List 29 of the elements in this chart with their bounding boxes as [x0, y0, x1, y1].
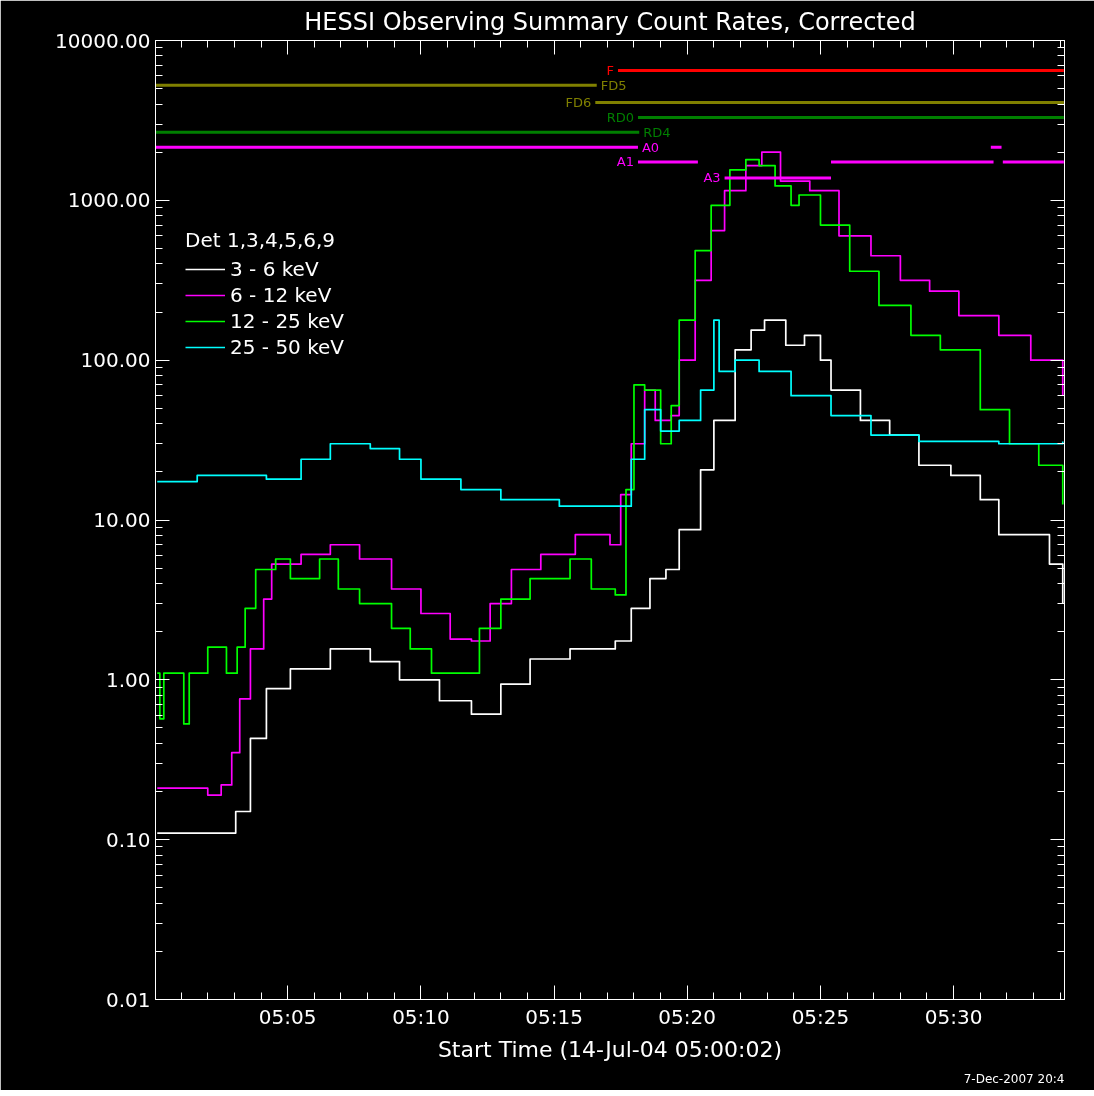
chart-title: HESSI Observing Summary Count Rates, Corrected [304, 7, 916, 36]
legend-label: 12 - 25 keV [230, 309, 345, 333]
series-label: A0 [641, 139, 660, 155]
legend-label: 3 - 6 keV [230, 257, 319, 281]
x-tick-label: 05:15 [525, 1004, 583, 1029]
y-tick-label: 100.00 [80, 348, 151, 373]
series-label: F [606, 62, 614, 78]
series-label: RD0 [606, 109, 634, 125]
x-tick-label: 05:20 [658, 1004, 717, 1029]
x-tick-label: 05:30 [924, 1004, 983, 1029]
y-tick-label: 0.01 [105, 987, 151, 1012]
text: 7-Dec-2007 20:4 [963, 1071, 1065, 1086]
series-label: FD6 [565, 94, 592, 110]
x-tick-label: 05:25 [791, 1004, 850, 1029]
series-label: A1 [616, 154, 634, 170]
legend-label: 25 - 50 keV [230, 335, 345, 359]
y-tick-label: 10.00 [93, 508, 151, 532]
legend-title: Det 1,3,4,5,6,9 [185, 228, 337, 252]
y-tick-label: 1.00 [105, 667, 151, 692]
series-label: RD4 [643, 124, 671, 140]
y-tick-label: 10000.00 [55, 28, 151, 53]
series-label: FD5 [600, 77, 627, 93]
y-tick-label: 1000.00 [67, 188, 151, 213]
y-tick-label: 0.10 [105, 827, 151, 852]
x-axis-title: Start Time (14-Jul-04 05:00:02) [437, 1036, 783, 1062]
x-tick-label: 05:10 [392, 1004, 450, 1029]
x-tick-label: 05:05 [258, 1004, 317, 1029]
legend-label: 6 - 12 keV [230, 283, 332, 307]
series-label: A3 [703, 170, 721, 186]
